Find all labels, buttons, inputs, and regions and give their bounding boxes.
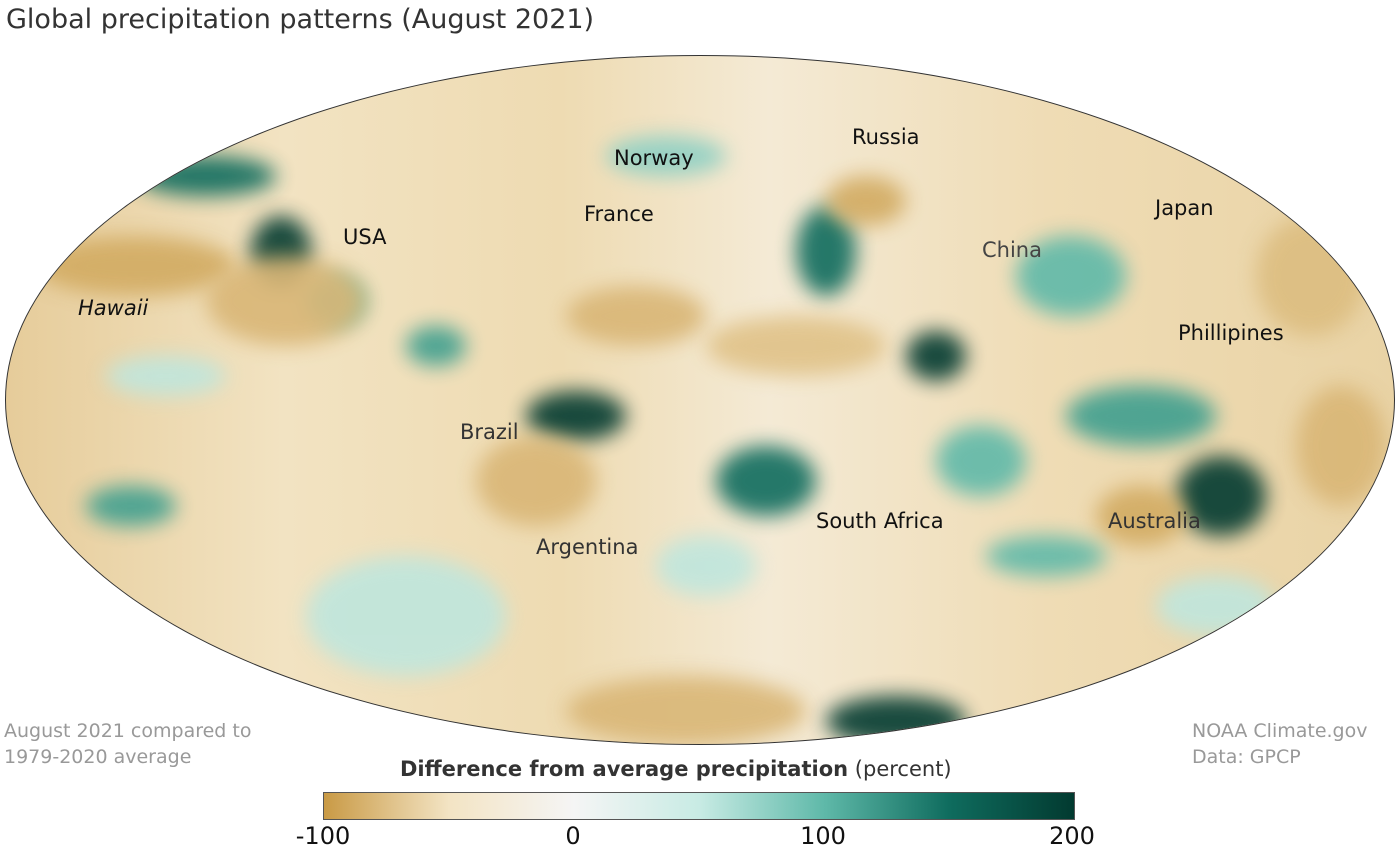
- precipitation-anomaly-region: [406, 326, 466, 366]
- legend-title-unit: (percent): [854, 757, 952, 781]
- legend-tick: 0: [565, 822, 581, 850]
- precipitation-anomaly-region: [526, 391, 626, 441]
- precipitation-anomaly-region: [106, 356, 226, 396]
- precipitation-anomaly-region: [936, 426, 1026, 496]
- precipitation-anomaly-region: [1176, 456, 1266, 536]
- label-phillipines: Phillipines: [1178, 321, 1284, 345]
- label-south-africa: South Africa: [816, 509, 944, 533]
- precipitation-anomaly-region: [566, 676, 806, 744]
- label-norway: Norway: [614, 146, 694, 170]
- map-title: Global precipitation patterns (August 20…: [6, 4, 595, 35]
- credit-note: NOAA Climate.gov Data: GPCP: [1192, 718, 1367, 770]
- world-precipitation-map: [5, 55, 1395, 745]
- label-usa: USA: [343, 225, 387, 249]
- label-japan: Japan: [1155, 196, 1214, 220]
- precipitation-anomaly-region: [656, 536, 756, 596]
- credit-line-1: NOAA Climate.gov: [1192, 720, 1368, 742]
- precipitation-anomaly-region: [986, 536, 1106, 576]
- precipitation-anomaly-region: [826, 176, 906, 226]
- legend-title: Difference from average precipitation (p…: [400, 757, 952, 781]
- precipitation-anomaly-region: [306, 556, 506, 676]
- precipitation-anomaly-region: [476, 436, 596, 526]
- legend-tick: 100: [800, 822, 846, 850]
- label-france: France: [584, 202, 654, 226]
- precipitation-anomaly-region: [706, 316, 886, 376]
- precipitation-anomaly-region: [566, 286, 706, 346]
- precipitation-anomaly-region: [606, 136, 726, 176]
- precipitation-anomaly-region: [136, 156, 276, 196]
- precipitation-anomaly-region: [716, 446, 816, 516]
- color-scale-bar: [323, 792, 1075, 820]
- legend-title-main: Difference from average precipitation: [400, 757, 849, 781]
- precipitation-anomaly-region: [826, 696, 966, 744]
- precipitation-anomaly-region: [206, 256, 366, 346]
- label-brazil: Brazil: [460, 420, 519, 444]
- comparison-note: August 2021 compared to 1979-2020 averag…: [4, 718, 251, 770]
- legend-tick: 200: [1049, 822, 1095, 850]
- label-russia: Russia: [852, 125, 920, 149]
- note-line-2: 1979-2020 average: [4, 746, 192, 768]
- precipitation-anomaly-region: [1296, 386, 1386, 506]
- note-line-1: August 2021 compared to: [4, 720, 252, 742]
- precipitation-anomaly-region: [1156, 576, 1276, 636]
- precipitation-anomaly-region: [1256, 216, 1366, 336]
- precipitation-anomaly-region: [1016, 236, 1126, 316]
- legend-tick: -100: [295, 822, 351, 850]
- precipitation-anomaly-region: [906, 331, 966, 381]
- label-china: China: [982, 238, 1042, 262]
- precipitation-anomaly-region: [1066, 386, 1216, 446]
- label-hawaii: Hawaii: [78, 296, 149, 320]
- label-australia: Australia: [1108, 509, 1201, 533]
- label-argentina: Argentina: [536, 535, 639, 559]
- precipitation-anomaly-region: [1096, 486, 1186, 546]
- precipitation-anomaly-region: [36, 236, 236, 296]
- credit-line-2: Data: GPCP: [1192, 746, 1301, 768]
- precipitation-anomaly-region: [86, 486, 176, 526]
